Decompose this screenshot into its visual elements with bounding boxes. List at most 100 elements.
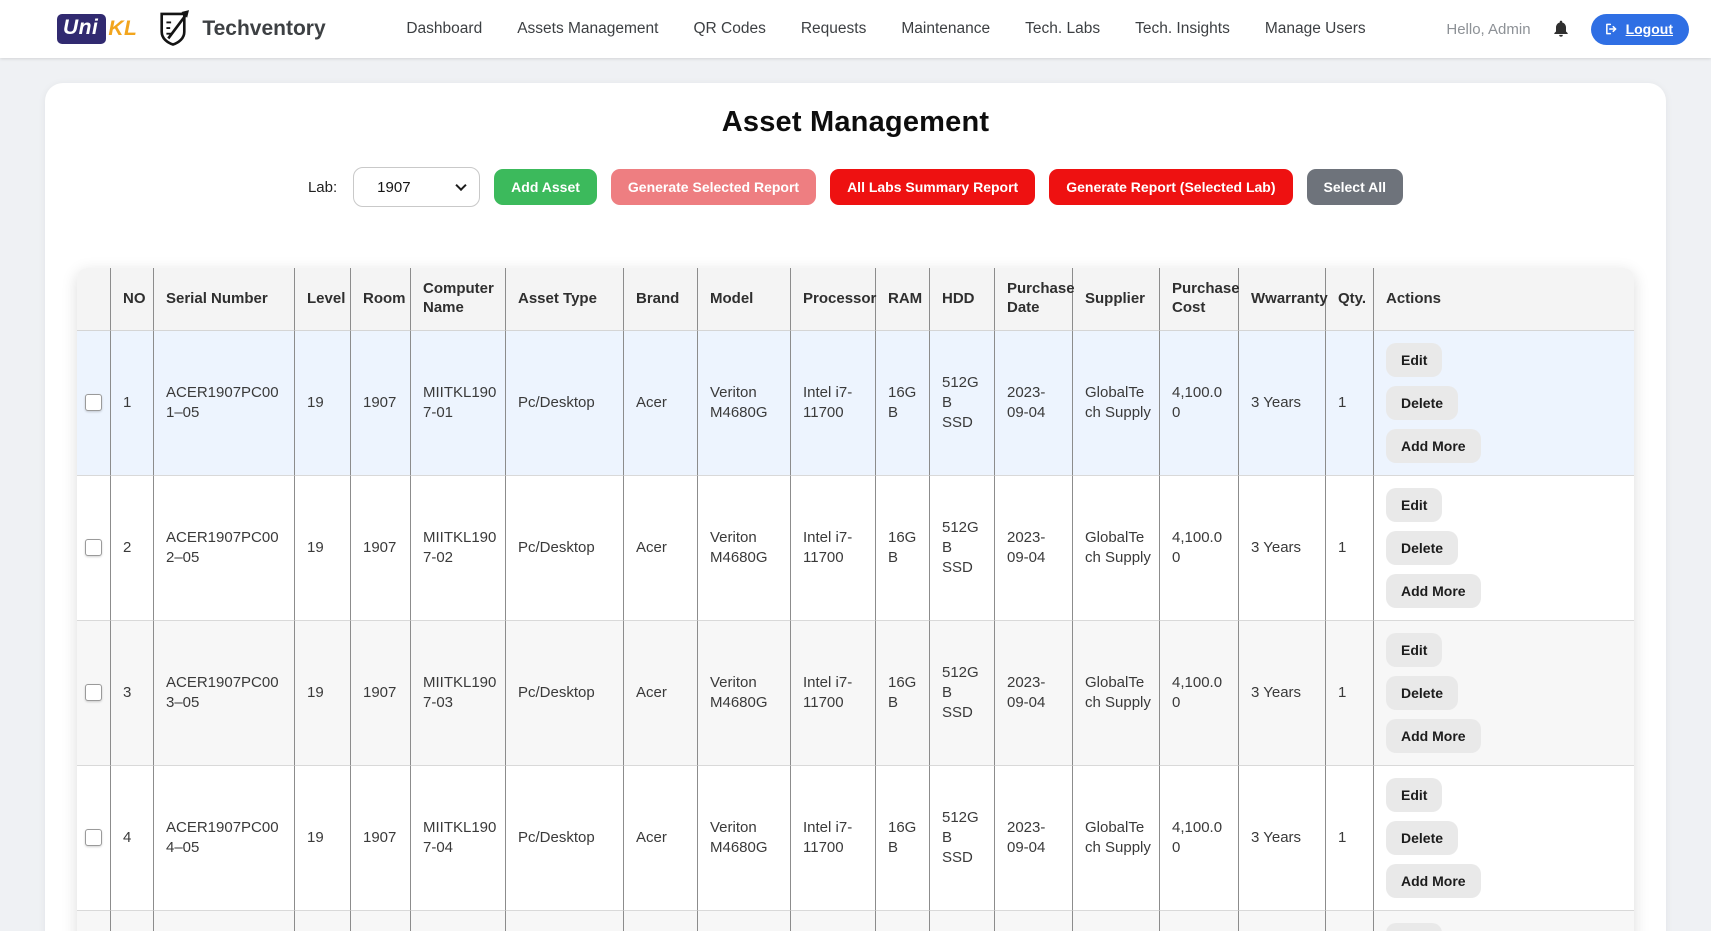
delete-button[interactable]: Delete bbox=[1386, 676, 1459, 710]
delete-button[interactable]: Delete bbox=[1386, 821, 1459, 855]
cell-level bbox=[295, 911, 351, 931]
row-actions: Edit Delete Add More bbox=[1386, 778, 1626, 898]
cell-qty: 1 bbox=[1326, 331, 1374, 476]
cell-supplier bbox=[1073, 911, 1160, 931]
top-navbar: Uni KL Techventory Dashboard Assets Mana… bbox=[0, 0, 1711, 58]
cell-model: Veriton M4680G bbox=[698, 331, 791, 476]
select-all-button[interactable]: Select All bbox=[1306, 169, 1404, 205]
unikl-logo: Uni KL Techventory bbox=[57, 10, 326, 48]
table-row: 4 ACER1907PC004–05 19 1907 MIITKL1907-04… bbox=[77, 766, 1634, 911]
cell-room: 1907 bbox=[351, 476, 411, 621]
cell-warranty: 3 Years bbox=[1239, 476, 1326, 621]
header-model: Model bbox=[698, 268, 791, 331]
header-computer-name: Computer Name bbox=[411, 268, 506, 331]
shield-pen-icon bbox=[157, 10, 190, 48]
edit-button[interactable]: Edit bbox=[1386, 488, 1443, 522]
cell-checkbox bbox=[77, 476, 111, 621]
header-qty: Qty. bbox=[1326, 268, 1374, 331]
cell-asset-type: Pc/Desktop bbox=[506, 476, 624, 621]
cell-purchase-date: 2023-09-04 bbox=[995, 766, 1073, 911]
add-asset-button[interactable]: Add Asset bbox=[494, 169, 597, 205]
lab-select[interactable]: 1907 bbox=[353, 167, 481, 207]
assets-table-wrap: NO Serial Number Level Room Computer Nam… bbox=[77, 268, 1634, 931]
add-more-button[interactable]: Add More bbox=[1386, 574, 1481, 608]
add-more-button[interactable]: Add More bbox=[1386, 719, 1481, 753]
cell-qty: 1 bbox=[1326, 621, 1374, 766]
row-actions: Edit Delete Add More bbox=[1386, 343, 1626, 463]
cell-purchase-cost: 4,100.00 bbox=[1160, 476, 1239, 621]
edit-button[interactable]: Edit bbox=[1386, 778, 1443, 812]
cell-level: 19 bbox=[295, 331, 351, 476]
cell-no: 1 bbox=[111, 331, 154, 476]
assets-table: NO Serial Number Level Room Computer Nam… bbox=[77, 268, 1634, 931]
cell-level: 19 bbox=[295, 476, 351, 621]
generate-report-selected-lab-button[interactable]: Generate Report (Selected Lab) bbox=[1049, 169, 1293, 205]
add-more-button[interactable]: Add More bbox=[1386, 864, 1481, 898]
unikl-logo-uni: Uni bbox=[57, 14, 107, 44]
cell-serial-number: ACER1907PC004–05 bbox=[154, 766, 295, 911]
cell-qty: 1 bbox=[1326, 476, 1374, 621]
cell-asset-type: Pc/Desktop bbox=[506, 621, 624, 766]
table-row: 3 ACER1907PC003–05 19 1907 MIITKL1907-03… bbox=[77, 621, 1634, 766]
header-room: Room bbox=[351, 268, 411, 331]
row-checkbox[interactable] bbox=[85, 684, 102, 702]
user-greeting: Hello, Admin bbox=[1446, 20, 1531, 38]
cell-asset-type bbox=[506, 911, 624, 931]
cell-ram: 16GB bbox=[876, 621, 930, 766]
header-asset-type: Asset Type bbox=[506, 268, 624, 331]
cell-warranty: 3 Years bbox=[1239, 331, 1326, 476]
cell-no bbox=[111, 911, 154, 931]
cell-purchase-date: 2023-09-04 bbox=[995, 621, 1073, 766]
nav-item-requests[interactable]: Requests bbox=[800, 20, 867, 37]
cell-no: 3 bbox=[111, 621, 154, 766]
cell-supplier: GlobalTech Supply bbox=[1073, 331, 1160, 476]
cell-brand bbox=[624, 911, 698, 931]
cell-computer-name: MIITKL1907-02 bbox=[411, 476, 506, 621]
cell-actions: Edit Delete Add More bbox=[1374, 911, 1634, 931]
edit-button[interactable]: Edit bbox=[1386, 923, 1443, 931]
cell-purchase-date: 2023-09-04 bbox=[995, 331, 1073, 476]
nav-item-tech-insights[interactable]: Tech. Insights bbox=[1135, 20, 1230, 37]
delete-button[interactable]: Delete bbox=[1386, 386, 1459, 420]
logout-label: Logout bbox=[1625, 20, 1673, 37]
cell-hdd bbox=[930, 911, 995, 931]
cell-checkbox bbox=[77, 621, 111, 766]
delete-button[interactable]: Delete bbox=[1386, 531, 1459, 565]
edit-button[interactable]: Edit bbox=[1386, 633, 1443, 667]
nav-item-dashboard[interactable]: Dashboard bbox=[406, 20, 483, 37]
nav-item-assets-management[interactable]: Assets Management bbox=[517, 20, 659, 37]
row-actions: Edit Delete Add More bbox=[1386, 923, 1626, 931]
generate-selected-report-button[interactable]: Generate Selected Report bbox=[610, 169, 817, 205]
cell-checkbox bbox=[77, 331, 111, 476]
unikl-logo-kl: KL bbox=[108, 17, 138, 40]
cell-asset-type: Pc/Desktop bbox=[506, 331, 624, 476]
cell-processor: Intel i7-11700 bbox=[791, 331, 876, 476]
nav-item-maintenance[interactable]: Maintenance bbox=[901, 20, 991, 37]
nav-item-qr-codes[interactable]: QR Codes bbox=[693, 20, 766, 37]
table-row: Edit Delete Add More bbox=[77, 911, 1634, 931]
cell-computer-name: MIITKL1907-01 bbox=[411, 331, 506, 476]
add-more-button[interactable]: Add More bbox=[1386, 429, 1481, 463]
edit-button[interactable]: Edit bbox=[1386, 343, 1443, 377]
row-checkbox[interactable] bbox=[85, 394, 102, 412]
logout-button[interactable]: Logout bbox=[1590, 13, 1689, 45]
cell-no: 2 bbox=[111, 476, 154, 621]
table-body: 1 ACER1907PC001–05 19 1907 MIITKL1907-01… bbox=[77, 331, 1634, 931]
row-checkbox[interactable] bbox=[85, 829, 102, 847]
cell-ram: 16GB bbox=[876, 766, 930, 911]
nav-item-tech-labs[interactable]: Tech. Labs bbox=[1025, 20, 1101, 37]
cell-level: 19 bbox=[295, 621, 351, 766]
cell-supplier: GlobalTech Supply bbox=[1073, 476, 1160, 621]
row-checkbox[interactable] bbox=[85, 539, 102, 557]
nav-item-manage-users[interactable]: Manage Users bbox=[1264, 20, 1366, 37]
header-level: Level bbox=[295, 268, 351, 331]
row-actions: Edit Delete Add More bbox=[1386, 488, 1626, 608]
table-header: NO Serial Number Level Room Computer Nam… bbox=[77, 268, 1634, 331]
cell-processor: Intel i7-11700 bbox=[791, 476, 876, 621]
all-labs-summary-report-button[interactable]: All Labs Summary Report bbox=[830, 169, 1036, 205]
cell-processor: Intel i7-11700 bbox=[791, 621, 876, 766]
cell-serial-number: ACER1907PC002–05 bbox=[154, 476, 295, 621]
bell-icon[interactable] bbox=[1551, 18, 1571, 40]
header-processor: Processor bbox=[791, 268, 876, 331]
navbar-right: Hello, Admin Logout bbox=[1446, 13, 1689, 45]
